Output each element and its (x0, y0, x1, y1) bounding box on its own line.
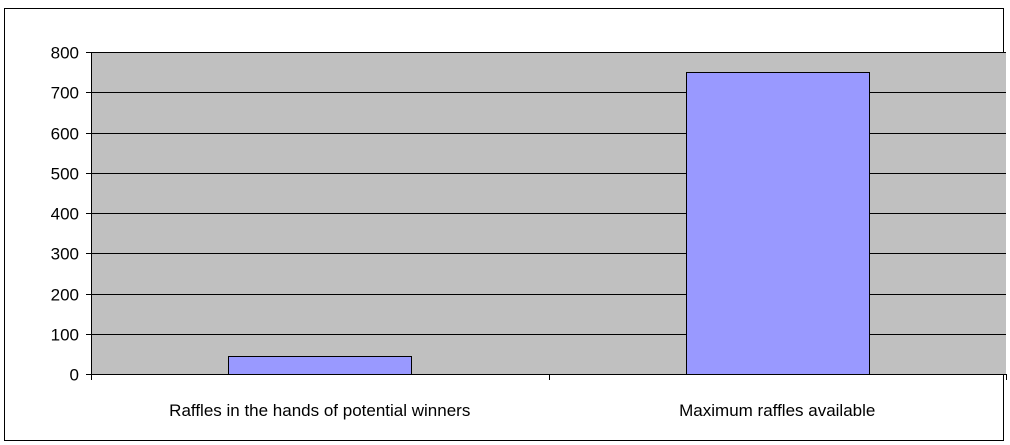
x-category-label: Maximum raffles available (679, 401, 875, 420)
chart-container: 0 100 200 300 400 500 600 700 800 Raffles in the… (4, 8, 1007, 441)
x-category-label: Raffles in the hands of potential winner… (169, 401, 470, 420)
y-tick-label: 500 (51, 165, 79, 184)
axes (86, 52, 1007, 380)
y-tick-label: 800 (51, 44, 79, 63)
y-tick-label: 400 (51, 205, 79, 224)
bar-1 (686, 72, 870, 375)
y-tick-label: 100 (51, 326, 79, 345)
x-category-labels: Raffles in the hands of potential winner… (169, 401, 875, 420)
bar-0 (228, 356, 412, 375)
y-tick-label: 200 (51, 286, 79, 305)
y-tick-label: 600 (51, 125, 79, 144)
y-tick-label: 300 (51, 245, 79, 264)
y-tick-label: 700 (51, 84, 79, 103)
y-tick-label: 0 (70, 366, 79, 385)
y-tick-labels: 0 100 200 300 400 500 600 700 800 (51, 44, 79, 385)
bars (228, 72, 870, 375)
